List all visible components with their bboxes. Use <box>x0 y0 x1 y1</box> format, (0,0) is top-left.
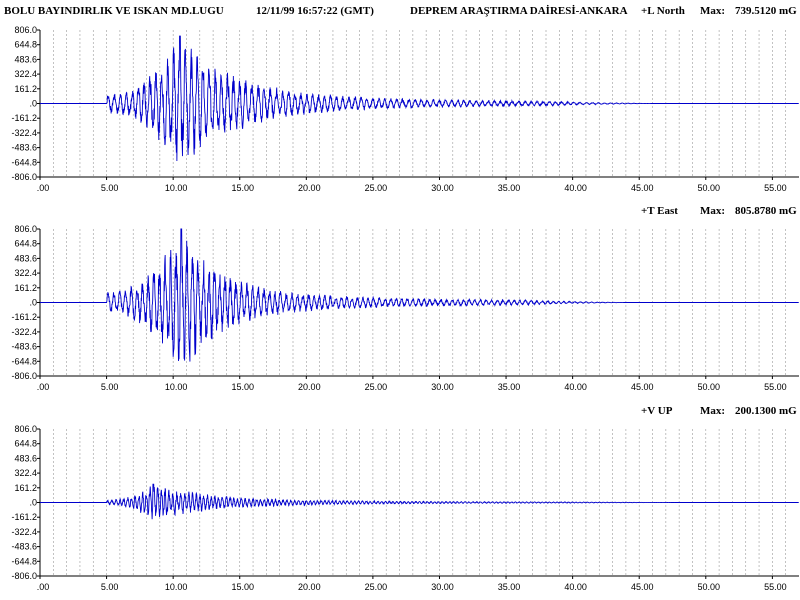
seismogram-north-panel: 806.0 644.8 483.6 322.4 161.2 .0 -161.2 -322.4 -… <box>11 25 799 193</box>
up-x-tick-label: 45.00 <box>631 582 654 592</box>
north-x-tick-label: 50.00 <box>698 183 721 193</box>
east-x-tick-label: 20.00 <box>298 382 321 392</box>
east-waveform-trace <box>40 228 799 362</box>
east-y-tick-label: -161.2 <box>11 312 37 322</box>
max-label-up: Max: <box>700 405 726 417</box>
record-header: BOLU BAYINDIRLIK VE ISKAN MD.LUGU 12/11/… <box>0 5 800 19</box>
seismogram-east-panel: 806.0 644.8 483.6 322.4 161.2 .0 -161.2 -322.4 -… <box>11 224 799 392</box>
east-y-tick-label: 161.2 <box>14 283 37 293</box>
component-label-up: +V UP <box>641 405 673 417</box>
north-x-tick-label: 5.00 <box>101 183 119 193</box>
north-y-tick-label: -644.8 <box>11 157 37 167</box>
north-x-tick-label: 10.00 <box>165 183 188 193</box>
max-label-east: Max: <box>700 205 726 217</box>
up-x-tick-label: 5.00 <box>101 582 119 592</box>
east-y-tick-label: 644.8 <box>14 239 37 249</box>
up-x-tick-label: .00 <box>37 582 50 592</box>
east-x-tick-label: .00 <box>37 382 50 392</box>
up-y-tick-label: -644.8 <box>11 556 37 566</box>
north-y-tick-label: -483.6 <box>11 143 37 153</box>
institution-title: DEPREM ARAŞTIRMA DAİRESİ-ANKARA <box>410 5 628 17</box>
up-y-tick-label: 806.0 <box>14 424 37 434</box>
east-y-tick-label: -644.8 <box>11 356 37 366</box>
up-y-tick-label: -322.4 <box>11 527 37 537</box>
max-label-north: Max: <box>700 5 726 17</box>
north-y-tick-label: -161.2 <box>11 113 37 123</box>
up-y-tick-label: 483.6 <box>14 453 37 463</box>
up-x-tick-label: 50.00 <box>698 582 721 592</box>
station-title: BOLU BAYINDIRLIK VE ISKAN MD.LUGU <box>4 5 224 17</box>
max-value-east: 805.8780 mG <box>735 205 797 217</box>
up-x-tick-label: 30.00 <box>431 582 454 592</box>
north-x-tick-label: 15.00 <box>231 183 254 193</box>
east-y-tick-label: .0 <box>29 298 37 308</box>
up-y-tick-label: -483.6 <box>11 542 37 552</box>
max-value-north: 739.5120 mG <box>735 5 797 17</box>
north-x-tick-label: 25.00 <box>365 183 388 193</box>
north-y-tick-label: 483.6 <box>14 54 37 64</box>
panel-header-east: +T East Max: 805.8780 mG <box>0 205 800 219</box>
up-x-tick-label: 15.00 <box>231 582 254 592</box>
record-datetime: 12/11/99 16:57:22 (GMT) <box>256 5 374 17</box>
east-x-tick-label: 45.00 <box>631 382 654 392</box>
max-value-up: 200.1300 mG <box>735 405 797 417</box>
north-y-tick-label: 806.0 <box>14 25 37 35</box>
east-x-tick-label: 10.00 <box>165 382 188 392</box>
north-x-tick-label: 55.00 <box>764 183 787 193</box>
east-x-tick-label: 5.00 <box>101 382 119 392</box>
up-x-tick-label: 20.00 <box>298 582 321 592</box>
seismogram-up-panel: 806.0 644.8 483.6 322.4 161.2 .0 -161.2 -322.4 -… <box>11 424 799 592</box>
north-y-tick-label: -322.4 <box>11 128 37 138</box>
up-waveform-trace <box>40 483 799 520</box>
up-y-tick-label: -806.0 <box>11 571 37 581</box>
up-y-tick-label: 644.8 <box>14 439 37 449</box>
up-y-tick-label: 322.4 <box>14 468 37 478</box>
panel-header-up: +V UP Max: 200.1300 mG <box>0 405 800 419</box>
north-waveform-trace <box>40 35 799 162</box>
north-y-tick-label: 161.2 <box>14 84 37 94</box>
east-x-tick-label: 30.00 <box>431 382 454 392</box>
north-x-tick-label: 45.00 <box>631 183 654 193</box>
component-label-north: +L North <box>641 5 685 17</box>
up-x-tick-label: 35.00 <box>498 582 521 592</box>
north-y-tick-label: -806.0 <box>11 172 37 182</box>
east-x-tick-label: 35.00 <box>498 382 521 392</box>
north-y-tick-label: .0 <box>29 99 37 109</box>
north-x-tick-label: .00 <box>37 183 50 193</box>
up-x-tick-label: 10.00 <box>165 582 188 592</box>
east-y-tick-label: 806.0 <box>14 224 37 234</box>
up-y-tick-label: -161.2 <box>11 512 37 522</box>
north-y-tick-label: 322.4 <box>14 69 37 79</box>
east-y-tick-label: 322.4 <box>14 268 37 278</box>
up-x-tick-label: 55.00 <box>764 582 787 592</box>
east-x-tick-label: 55.00 <box>764 382 787 392</box>
up-x-tick-label: 25.00 <box>365 582 388 592</box>
east-y-tick-label: -806.0 <box>11 371 37 381</box>
north-x-tick-label: 35.00 <box>498 183 521 193</box>
up-x-tick-label: 40.00 <box>564 582 587 592</box>
east-y-tick-label: 483.6 <box>14 253 37 263</box>
north-x-tick-label: 30.00 <box>431 183 454 193</box>
north-x-tick-label: 40.00 <box>564 183 587 193</box>
east-y-tick-label: -322.4 <box>11 327 37 337</box>
north-y-tick-label: 644.8 <box>14 40 37 50</box>
up-y-tick-label: .0 <box>29 498 37 508</box>
east-x-tick-label: 40.00 <box>564 382 587 392</box>
up-y-tick-label: 161.2 <box>14 483 37 493</box>
north-x-tick-label: 20.00 <box>298 183 321 193</box>
component-label-east: +T East <box>641 205 678 217</box>
east-y-tick-label: -483.6 <box>11 342 37 352</box>
east-x-tick-label: 25.00 <box>365 382 388 392</box>
east-x-tick-label: 50.00 <box>698 382 721 392</box>
east-x-tick-label: 15.00 <box>231 382 254 392</box>
